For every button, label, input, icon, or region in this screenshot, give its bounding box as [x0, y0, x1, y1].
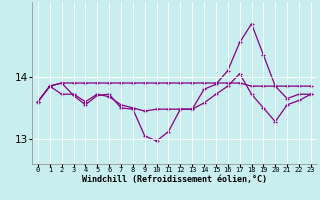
X-axis label: Windchill (Refroidissement éolien,°C): Windchill (Refroidissement éolien,°C): [82, 175, 267, 184]
